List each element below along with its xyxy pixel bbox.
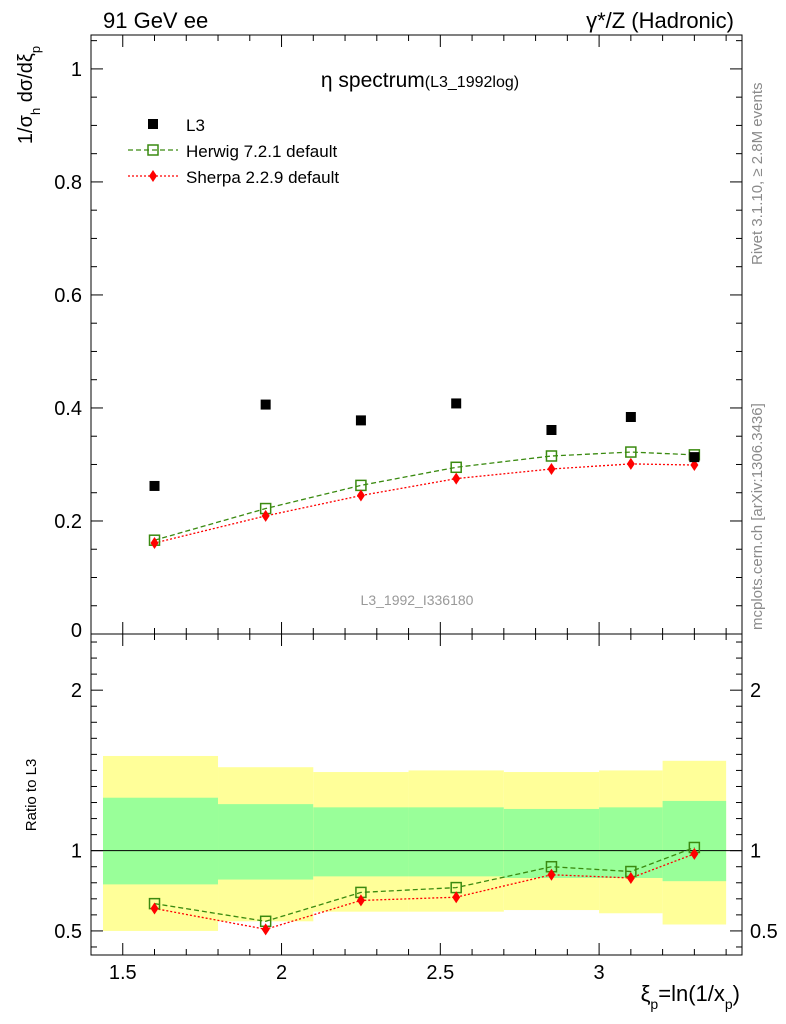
sherpa-point — [547, 462, 556, 475]
ratio-y-tick-label: 2 — [71, 680, 82, 702]
ratio-y-axis-label: Ratio to L3 — [23, 759, 40, 832]
legend-herwig-label: Herwig 7.2.1 default — [186, 142, 337, 161]
uncertainty-band-inner — [313, 807, 409, 877]
legend-sherpa-marker — [149, 170, 157, 182]
ratio-sherpa-point — [261, 923, 270, 936]
ratio-y-tick-label: 1 — [71, 841, 82, 863]
legend-herwig-marker — [147, 144, 159, 156]
main-title: η spectrum(L3_1992log) — [321, 69, 519, 92]
x-tick-label: 1.5 — [109, 962, 137, 984]
analysis-watermark: L3_1992_I336180 — [361, 592, 474, 608]
main-panel: 0 0.2 0.4 0.6 0.8 1 1/σh dσ/dξp η spectrum(L3_1… — [15, 34, 743, 642]
herwig-point — [355, 479, 367, 492]
x-axis-label: ξp=ln(1/xp) — [641, 981, 740, 1012]
y-tick-label: 0.2 — [54, 511, 82, 533]
l3-data-point — [149, 480, 160, 491]
ratio-frame — [90, 633, 743, 956]
l3-data-point — [689, 452, 700, 463]
herwig-point — [450, 461, 462, 474]
ratio-y-tick-label-right: 1 — [750, 841, 761, 863]
legend-sherpa-label: Sherpa 2.2.9 default — [186, 168, 339, 187]
l3-data-point — [451, 398, 462, 409]
sherpa-point — [261, 509, 270, 522]
y-tick-label: 1 — [71, 59, 82, 81]
uncertainty-band-inner — [662, 800, 727, 882]
ratio-y-tick-label-right: 0.5 — [750, 921, 778, 943]
ratio-panel: 0.5 0.5 1 1 2 2 1.5 2 2.5 3 Ratio to L3 ξp=ln(1/xp) — [23, 633, 778, 1012]
legend-l3-marker — [148, 119, 158, 129]
x-tick-label: 2.5 — [426, 962, 454, 984]
uncertainty-band-inner — [218, 804, 314, 880]
uncertainty-band-inner — [503, 808, 600, 878]
ratio-sherpa-point — [626, 871, 635, 884]
x-tick-label: 2 — [276, 962, 287, 984]
ratio-sherpa-point — [690, 847, 699, 860]
ratio-sherpa-point — [547, 868, 556, 881]
l3-data-point — [625, 412, 636, 423]
x-tick-label: 3 — [594, 962, 605, 984]
herwig-line — [154, 451, 695, 541]
sherpa-line — [154, 463, 695, 544]
ratio-sherpa-point — [356, 894, 365, 907]
ratio-herwig-line — [154, 846, 695, 922]
y-tick-label: 0 — [71, 620, 82, 642]
sherpa-point — [452, 472, 461, 485]
header-left: 91 GeV ee — [103, 8, 209, 33]
uncertainty-band-inner — [103, 797, 219, 885]
herwig-point — [625, 446, 637, 458]
ratio-sherpa-point — [150, 902, 159, 915]
l3-data-point — [546, 425, 557, 436]
ratio-sherpa-point — [452, 891, 461, 904]
l3-data-point — [260, 399, 271, 410]
sherpa-point — [150, 537, 159, 550]
sherpa-point — [626, 457, 635, 470]
herwig-point — [545, 450, 558, 462]
sherpa-point — [356, 489, 365, 502]
y-tick-label: 0.8 — [54, 172, 82, 194]
header-right: γ*/Z (Hadronic) — [586, 8, 734, 33]
main-y-axis-label: 1/σh dσ/dξp — [15, 46, 43, 144]
uncertainty-band-inner — [599, 807, 663, 878]
ratio-y-tick-label-right: 2 — [750, 680, 761, 702]
uncertainty-band-inner — [408, 807, 504, 877]
y-tick-label: 0.4 — [54, 398, 82, 420]
legend-l3-label: L3 — [186, 116, 205, 135]
l3-data-point — [355, 415, 366, 426]
ratio-y-tick-label: 0.5 — [54, 921, 82, 943]
y-tick-label: 0.6 — [54, 285, 82, 307]
